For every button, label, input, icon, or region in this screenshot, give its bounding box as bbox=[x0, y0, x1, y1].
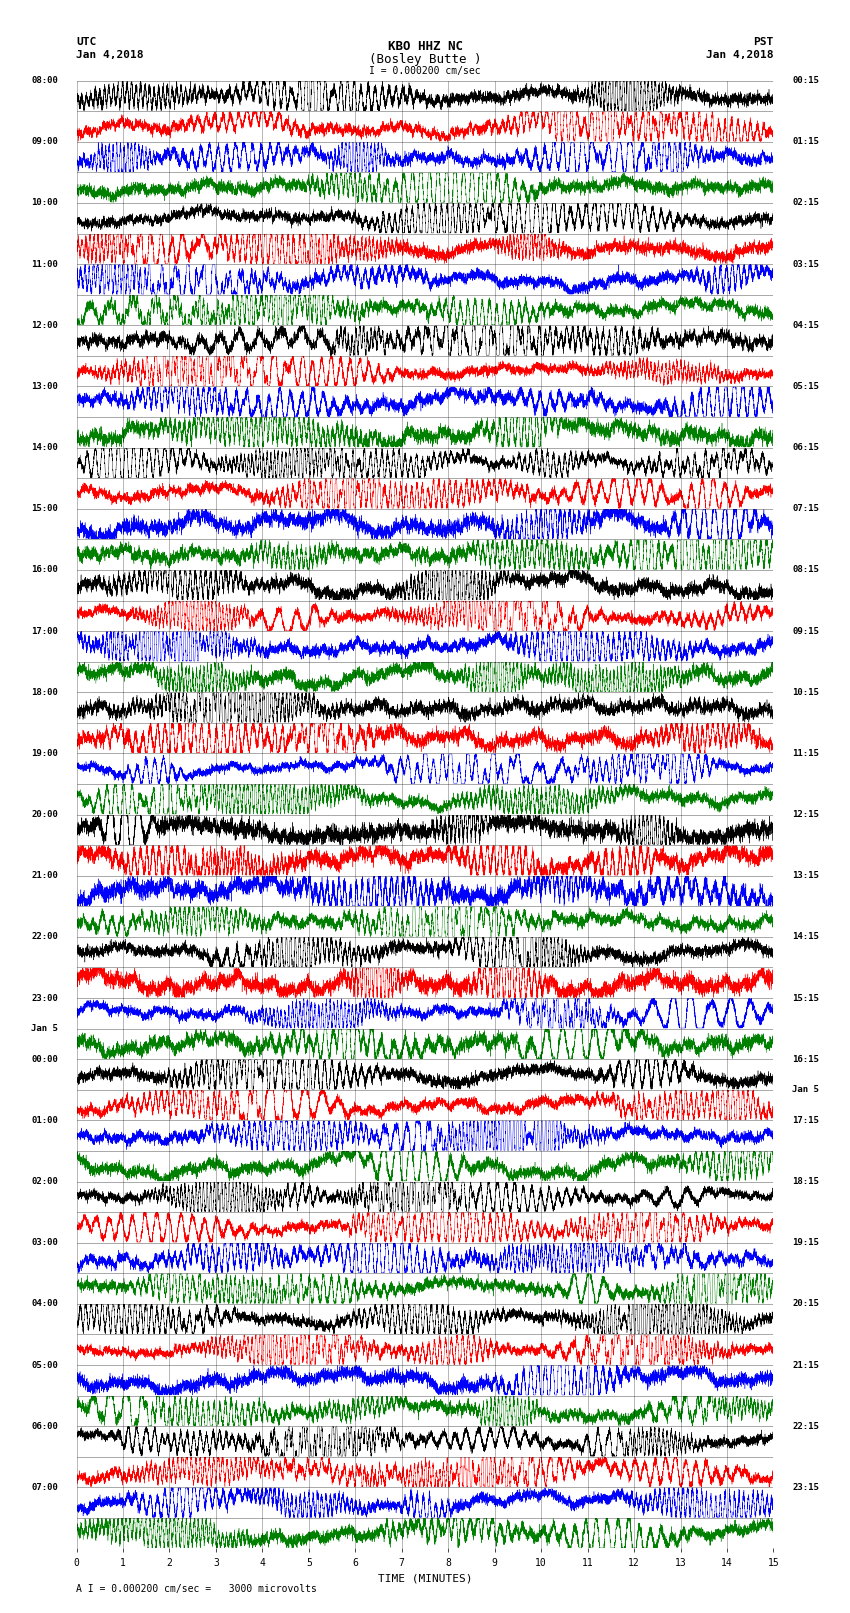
Text: 08:00: 08:00 bbox=[31, 76, 58, 85]
Text: PST: PST bbox=[753, 37, 774, 47]
Text: 02:00: 02:00 bbox=[31, 1177, 58, 1186]
Text: 15:00: 15:00 bbox=[31, 505, 58, 513]
Text: 09:00: 09:00 bbox=[31, 137, 58, 147]
Text: 18:15: 18:15 bbox=[792, 1177, 819, 1186]
Text: 08:15: 08:15 bbox=[792, 566, 819, 574]
Text: 10:00: 10:00 bbox=[31, 198, 58, 208]
Text: 21:15: 21:15 bbox=[792, 1360, 819, 1369]
Text: 17:00: 17:00 bbox=[31, 626, 58, 636]
Text: 20:15: 20:15 bbox=[792, 1300, 819, 1308]
Text: I = 0.000200 cm/sec: I = 0.000200 cm/sec bbox=[369, 66, 481, 76]
Text: 04:15: 04:15 bbox=[792, 321, 819, 329]
Text: 22:00: 22:00 bbox=[31, 932, 58, 942]
Text: 04:00: 04:00 bbox=[31, 1300, 58, 1308]
Text: 13:15: 13:15 bbox=[792, 871, 819, 881]
X-axis label: TIME (MINUTES): TIME (MINUTES) bbox=[377, 1573, 473, 1582]
Text: 23:00: 23:00 bbox=[31, 994, 58, 1003]
Text: 15:15: 15:15 bbox=[792, 994, 819, 1003]
Text: 06:15: 06:15 bbox=[792, 444, 819, 452]
Text: 05:15: 05:15 bbox=[792, 382, 819, 390]
Text: Jan 4,2018: Jan 4,2018 bbox=[706, 50, 774, 60]
Text: 12:15: 12:15 bbox=[792, 810, 819, 819]
Text: 23:15: 23:15 bbox=[792, 1482, 819, 1492]
Text: Jan 5: Jan 5 bbox=[792, 1086, 819, 1094]
Text: 00:00: 00:00 bbox=[31, 1055, 58, 1063]
Text: 09:15: 09:15 bbox=[792, 626, 819, 636]
Text: 11:15: 11:15 bbox=[792, 748, 819, 758]
Text: 03:00: 03:00 bbox=[31, 1239, 58, 1247]
Text: 01:15: 01:15 bbox=[792, 137, 819, 147]
Text: 13:00: 13:00 bbox=[31, 382, 58, 390]
Text: 07:00: 07:00 bbox=[31, 1482, 58, 1492]
Text: 22:15: 22:15 bbox=[792, 1421, 819, 1431]
Text: 07:15: 07:15 bbox=[792, 505, 819, 513]
Text: Jan 5: Jan 5 bbox=[31, 1024, 58, 1032]
Text: 19:15: 19:15 bbox=[792, 1239, 819, 1247]
Text: 06:00: 06:00 bbox=[31, 1421, 58, 1431]
Text: 18:00: 18:00 bbox=[31, 687, 58, 697]
Text: Jan 4,2018: Jan 4,2018 bbox=[76, 50, 144, 60]
Text: (Bosley Butte ): (Bosley Butte ) bbox=[369, 53, 481, 66]
Text: 20:00: 20:00 bbox=[31, 810, 58, 819]
Text: 00:15: 00:15 bbox=[792, 76, 819, 85]
Text: 12:00: 12:00 bbox=[31, 321, 58, 329]
Text: 11:00: 11:00 bbox=[31, 260, 58, 269]
Text: A I = 0.000200 cm/sec =   3000 microvolts: A I = 0.000200 cm/sec = 3000 microvolts bbox=[76, 1584, 317, 1594]
Text: 19:00: 19:00 bbox=[31, 748, 58, 758]
Text: 14:15: 14:15 bbox=[792, 932, 819, 942]
Text: 01:00: 01:00 bbox=[31, 1116, 58, 1124]
Text: 10:15: 10:15 bbox=[792, 687, 819, 697]
Text: KBO HHZ NC: KBO HHZ NC bbox=[388, 40, 462, 53]
Text: 17:15: 17:15 bbox=[792, 1116, 819, 1124]
Text: UTC: UTC bbox=[76, 37, 97, 47]
Text: 14:00: 14:00 bbox=[31, 444, 58, 452]
Text: 03:15: 03:15 bbox=[792, 260, 819, 269]
Text: 05:00: 05:00 bbox=[31, 1360, 58, 1369]
Text: 16:00: 16:00 bbox=[31, 566, 58, 574]
Text: 21:00: 21:00 bbox=[31, 871, 58, 881]
Text: 02:15: 02:15 bbox=[792, 198, 819, 208]
Text: 16:15: 16:15 bbox=[792, 1055, 819, 1063]
